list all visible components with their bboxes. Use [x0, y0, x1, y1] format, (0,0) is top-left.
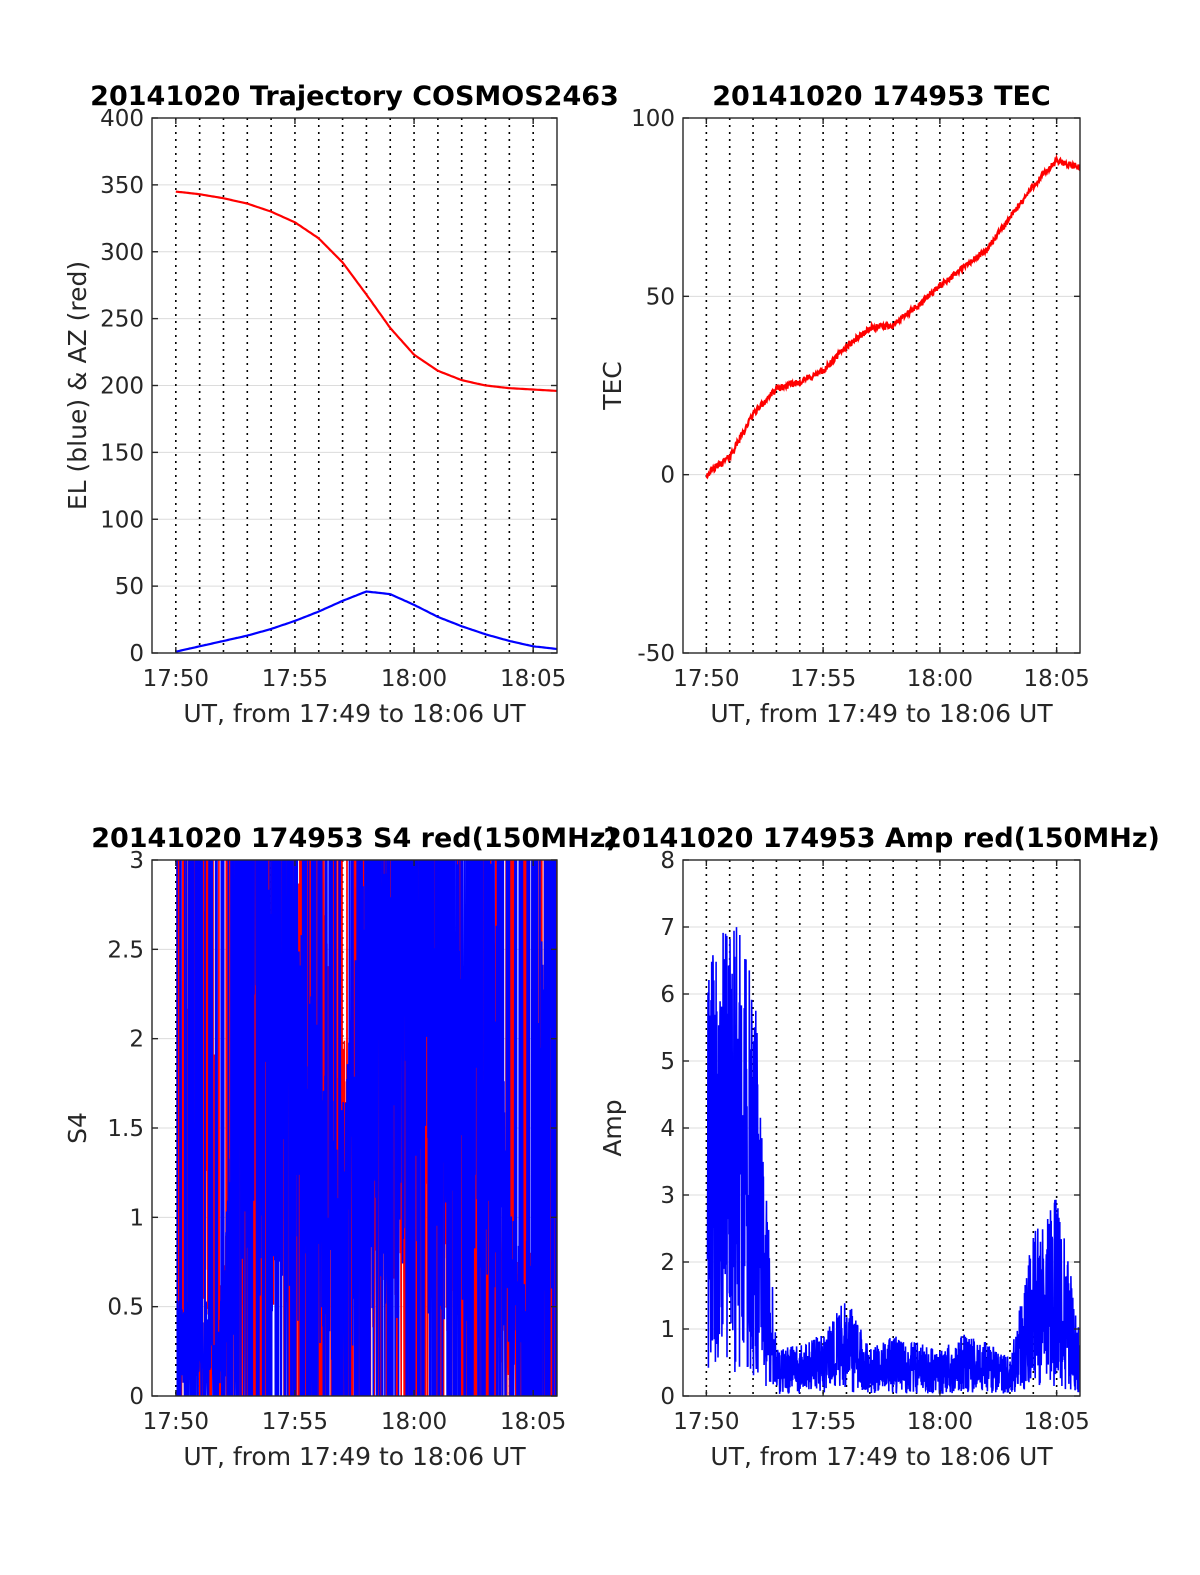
x-tick-label: 17:55	[790, 666, 856, 692]
y-tick-label: 2.5	[107, 937, 144, 963]
x-tick-label: 18:00	[907, 666, 973, 692]
chart-title: 20141020 174953 S4 red(150MHz)	[91, 823, 618, 854]
y-tick-label: 1	[129, 1205, 144, 1231]
y-tick-label: 1	[660, 1317, 675, 1343]
y-tick-label: 5	[660, 1049, 675, 1075]
amp-chart: UT, from 17:49 to 18:06 UT Amp 0 1 2 3 4 5 6 7 8…	[598, 823, 1160, 1471]
x-tick-label: 17:50	[143, 1409, 209, 1435]
series-line	[175, 590, 557, 653]
y-tick-label: 100	[631, 106, 675, 132]
x-tick-label: 18:05	[500, 1409, 566, 1435]
x-tick-label: 17:55	[790, 1409, 856, 1435]
chart-title: 20141020 174953 Amp red(150MHz)	[603, 823, 1160, 854]
y-tick-label: 8	[660, 848, 675, 874]
series-line	[705, 153, 1080, 480]
x-tick-label: 17:50	[673, 666, 739, 692]
series-line	[706, 927, 1080, 1394]
y-tick-label: 0	[660, 1384, 675, 1410]
x-axis-label: UT, from 17:49 to 18:06 UT	[710, 1442, 1053, 1471]
y-axis-label: S4	[63, 1112, 92, 1144]
y-tick-label: 4	[660, 1116, 675, 1142]
y-tick-label: 100	[100, 507, 144, 533]
x-tick-label: 18:05	[1023, 1409, 1089, 1435]
y-tick-label: 7	[660, 915, 675, 941]
s4-chart: UT, from 17:49 to 18:06 UT S4 0 0.5 1 1.5 2 2…	[63, 823, 618, 1471]
y-axis-label: TEC	[598, 361, 627, 411]
y-tick-label: 50	[646, 284, 675, 310]
tec-chart: UT, from 17:49 to 18:06 UT TEC -50 0 50 100…	[598, 81, 1090, 728]
axes-box	[682, 117, 1081, 654]
y-tick-label: 2	[129, 1027, 144, 1053]
y-tick-label: -50	[637, 641, 675, 667]
series-group	[705, 153, 1080, 480]
series-group	[176, 860, 557, 1396]
series-group	[706, 927, 1080, 1394]
x-tick-label: 17:55	[262, 666, 328, 692]
x-tick-label: 18:00	[907, 1409, 973, 1435]
y-tick-label: 0	[129, 641, 144, 667]
y-tick-label: 0.5	[107, 1295, 144, 1321]
series-line	[176, 860, 557, 1396]
y-tick-label: 400	[100, 106, 144, 132]
x-tick-label: 18:00	[381, 666, 447, 692]
x-tick-label: 17:50	[143, 666, 209, 692]
y-tick-label: 0	[129, 1384, 144, 1410]
y-tick-label: 1.5	[107, 1116, 144, 1142]
trajectory-chart: UT, from 17:49 to 18:06 UT EL (blue) & A…	[63, 81, 619, 728]
series-line	[175, 190, 557, 392]
y-tick-label: 150	[100, 440, 144, 466]
y-tick-label: 50	[115, 574, 144, 600]
series-group	[175, 190, 557, 653]
y-tick-label: 200	[100, 374, 144, 400]
y-tick-label: 300	[100, 240, 144, 266]
y-tick-label: 3	[660, 1183, 675, 1209]
y-tick-label: 350	[100, 173, 144, 199]
y-axis-label: EL (blue) & AZ (red)	[63, 261, 92, 510]
chart-title: 20141020 174953 TEC	[712, 81, 1051, 112]
x-axis-label: UT, from 17:49 to 18:06 UT	[183, 699, 526, 728]
x-tick-label: 18:00	[381, 1409, 447, 1435]
plot-area	[683, 118, 1080, 653]
x-axis-label: UT, from 17:49 to 18:06 UT	[183, 1442, 526, 1471]
x-tick-label: 17:55	[262, 1409, 328, 1435]
y-tick-label: 2	[660, 1250, 675, 1276]
x-tick-label: 17:50	[673, 1409, 739, 1435]
y-tick-label: 3	[129, 848, 144, 874]
y-tick-label: 0	[660, 463, 675, 489]
y-tick-label: 250	[100, 307, 144, 333]
x-axis-label: UT, from 17:49 to 18:06 UT	[710, 699, 1053, 728]
x-tick-label: 18:05	[500, 666, 566, 692]
x-tick-label: 18:05	[1023, 666, 1089, 692]
y-tick-label: 6	[660, 982, 675, 1008]
chart-title: 20141020 Trajectory COSMOS2463	[90, 81, 619, 112]
y-axis-label: Amp	[598, 1099, 627, 1156]
